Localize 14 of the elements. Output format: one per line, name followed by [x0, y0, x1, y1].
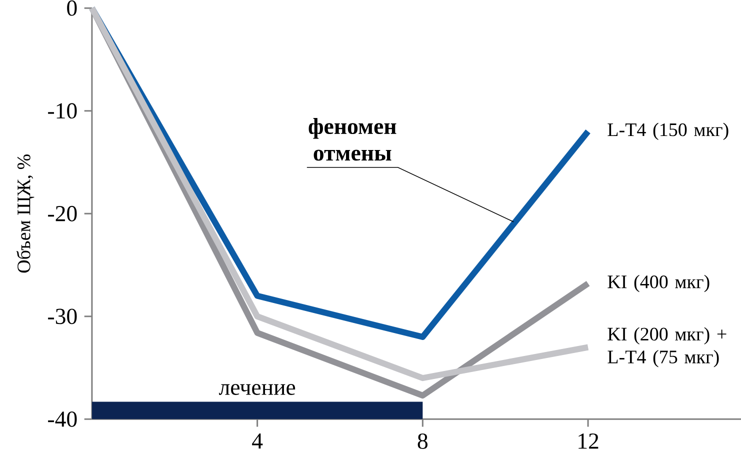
x-tick-label: 8 — [418, 434, 428, 450]
series-label: L-T4 (150 мкг) — [608, 123, 728, 140]
y-tick-label: -40 — [48, 412, 77, 428]
series-label: KI (400 мкг) — [608, 275, 710, 292]
y-axis-title: Объем ЩЖ, % — [16, 154, 34, 273]
annotation: феномен отмены — [308, 118, 396, 161]
y-tick-label: 0 — [67, 0, 77, 16]
y-tick-label: -20 — [48, 206, 77, 222]
x-tick-label: 4 — [252, 434, 263, 449]
series-label: KI (200 мкг) + L-T4 (75 мкг) — [608, 327, 726, 368]
band-label: лечение — [218, 384, 296, 396]
y-tick-label: -10 — [48, 103, 77, 119]
y-tick-label: -30 — [48, 308, 77, 324]
x-tick-label: 12 — [578, 434, 598, 449]
